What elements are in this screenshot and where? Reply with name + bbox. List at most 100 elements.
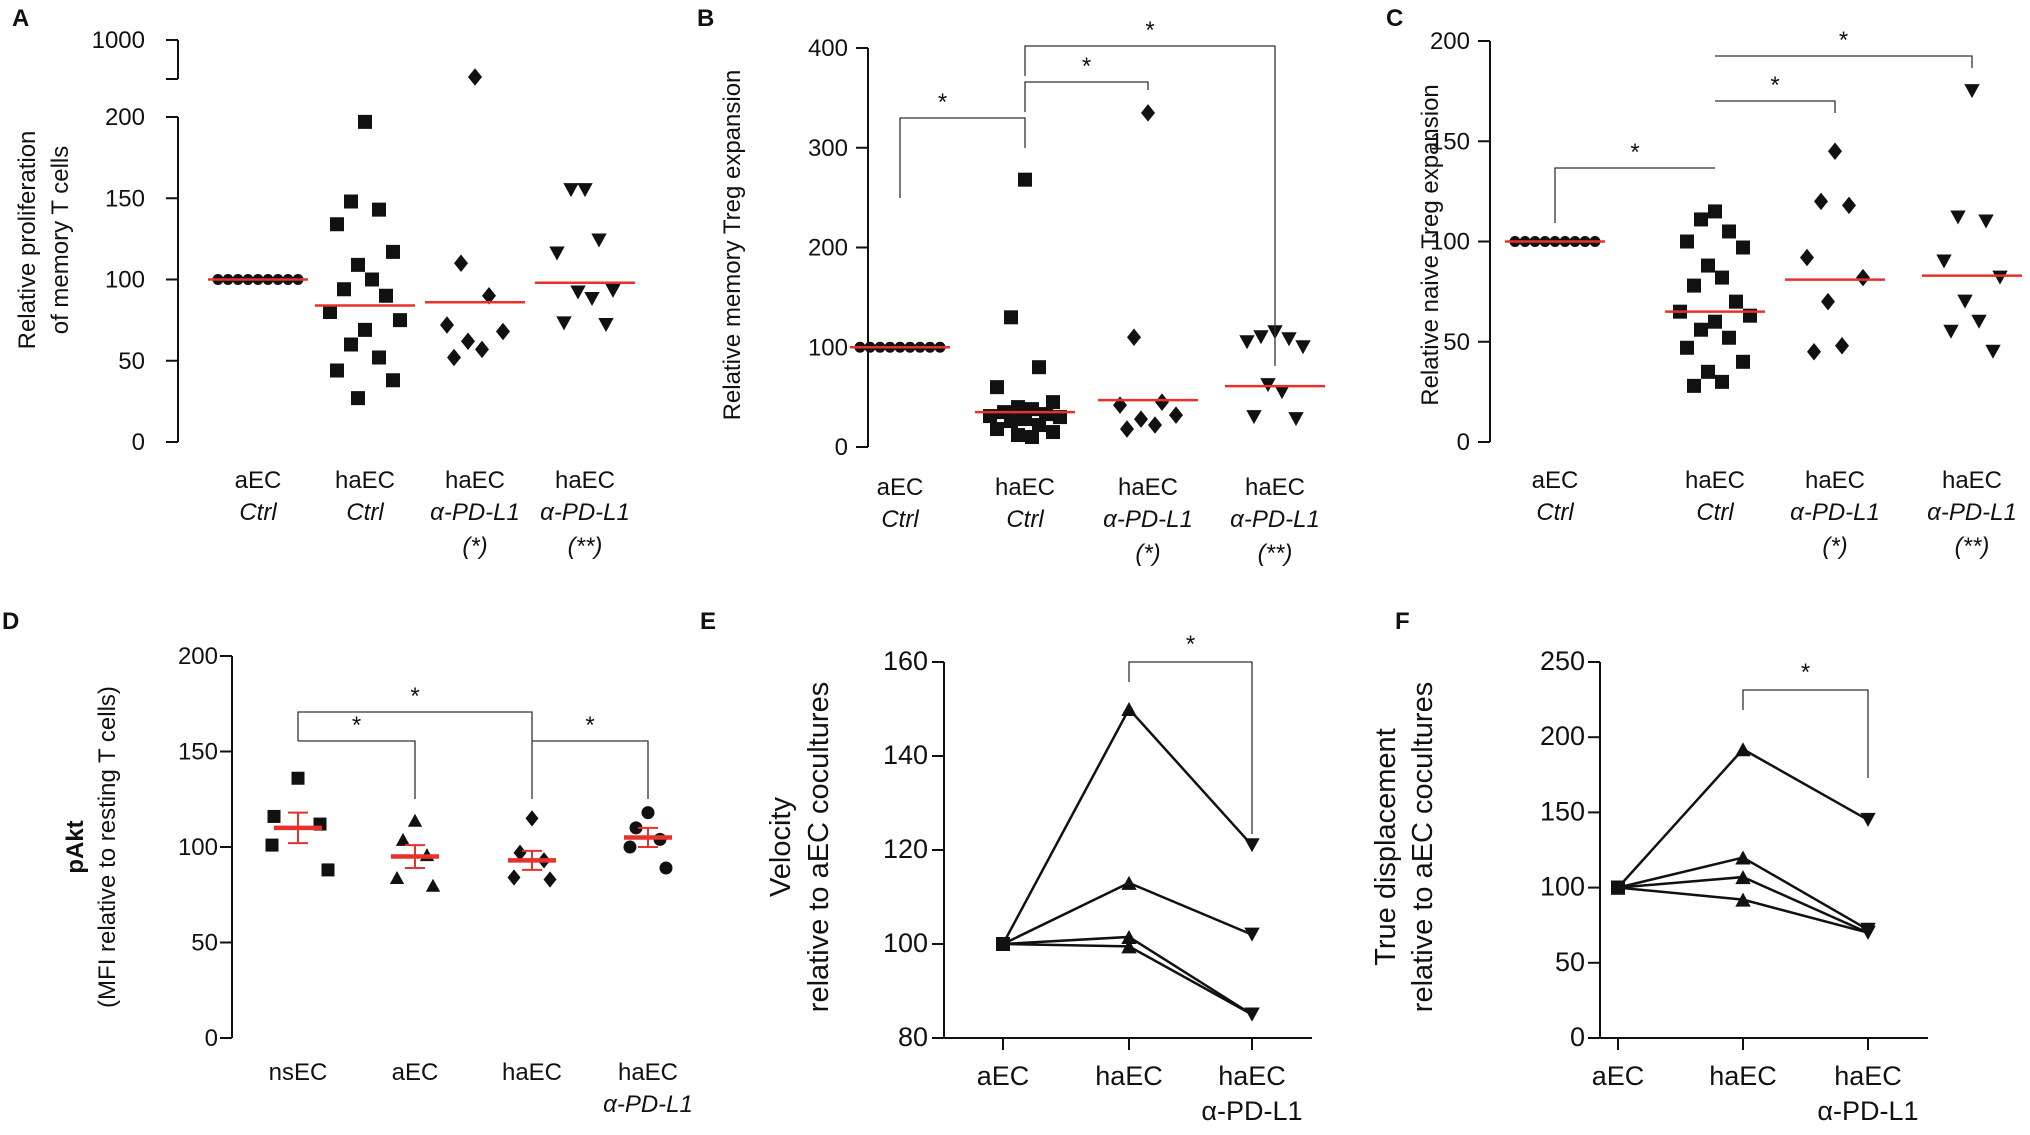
x-tick-label-B: haEC [1118,474,1178,501]
significance-star-C: * [1770,72,1779,99]
data-point-B [1246,410,1262,425]
data-point-F [1735,742,1751,757]
data-point-C [1936,254,1952,269]
data-point-A [330,217,344,232]
data-point-C [1835,337,1849,355]
data-point-C [1687,278,1701,293]
data-point-D [623,840,637,854]
significance-star-C: * [1630,139,1639,166]
data-point-D [407,813,423,827]
significance-bracket-B [899,117,1026,198]
significance-bracket-D [531,740,649,799]
data-point-A [351,391,365,406]
x-tick-label-B: Ctrl [881,506,919,533]
data-point-B [1120,420,1134,438]
data-point-A [337,282,351,297]
panel-letter-F: F [1395,608,1410,635]
data-point-C [1957,294,1973,309]
data-point-C [1807,343,1821,361]
significance-bracket-E [1128,661,1253,834]
data-point-B [990,422,1004,437]
y-tick-label-A: 150 [105,185,145,212]
y-tick-label-D: 100 [178,834,218,861]
data-point-A [344,337,358,352]
data-point-B [1155,393,1169,411]
data-point-B [1032,418,1046,433]
y-axis-label-F: relative to aEC cocultures [1407,682,1439,1012]
significance-star-B: * [938,89,947,116]
data-point-C [1729,294,1743,309]
x-tick-label-C: Ctrl [1696,499,1734,526]
x-tick-label-B: α-PD-L1 [1103,506,1193,533]
y-axis-label-B: Relative memory Treg expansion [719,70,746,421]
data-point-A [549,246,565,261]
data-point-C [1828,142,1842,161]
x-tick-label-D: aEC [392,1059,439,1086]
y-tick-label-B: 300 [808,135,848,162]
data-point-A [386,373,400,388]
significance-star-D: * [585,712,594,739]
data-point-A [454,254,468,272]
data-point-A [358,322,372,337]
x-tick-label-A: Ctrl [346,499,384,526]
data-point-C [1971,314,1987,329]
data-point-C [1814,192,1828,211]
x-tick-label-C: haEC [1805,467,1865,494]
data-point-A [482,287,496,305]
x-tick-label-B: haEC [1245,474,1305,501]
data-point-F [1611,880,1625,895]
x-tick-label-A: α-PD-L1 [430,499,520,526]
data-point-A [605,283,621,298]
data-point-B [1288,412,1304,427]
significance-bracket-D [298,740,416,799]
data-point-C [1842,196,1856,215]
data-point-B [1053,410,1067,425]
data-point-C [1708,314,1722,329]
data-point-D [291,771,305,785]
y-tick-label-D: 150 [178,739,218,766]
data-point-C [1964,84,1980,99]
data-point-B [1004,310,1018,325]
y-tick-label-C: 150 [1430,128,1470,155]
data-point-A [447,348,461,367]
x-tick-label-E: aEC [977,1061,1030,1091]
y-tick-label-A: 1000 [92,27,145,54]
data-point-C [1800,248,1814,267]
data-point-B [1046,425,1060,440]
data-point-B [1148,416,1162,434]
y-tick-label-B: 100 [808,334,848,361]
significance-star-E: * [1186,631,1195,658]
data-point-D [425,878,441,892]
data-point-A [570,285,586,300]
panel-letter-A: A [12,5,29,32]
data-point-C [1694,322,1708,337]
data-point-B [1011,400,1025,415]
y-tick-label-E: 140 [883,740,928,770]
x-tick-label-A: aEC [235,467,282,494]
x-tick-label-C: α-PD-L1 [1790,499,1880,526]
data-point-B [1039,407,1053,422]
x-tick-label-D: α-PD-L1 [603,1091,693,1118]
data-point-C [1943,324,1959,339]
y-tick-label-D: 0 [205,1025,218,1052]
y-tick-label-E: 120 [883,834,928,864]
x-tick-label-A: (*) [462,533,487,560]
data-point-A [461,332,475,350]
x-tick-label-C: haEC [1942,467,2002,494]
data-point-B [1253,330,1269,345]
y-tick-label-D: 50 [191,930,218,957]
x-tick-label-D: nsEC [269,1059,328,1086]
data-point-A [351,257,365,272]
data-point-C [1856,268,1870,287]
significance-bracket-C [1715,55,1973,68]
x-tick-label-B: aEC [877,474,924,501]
data-point-A [379,288,393,303]
data-point-F [1860,925,1876,940]
data-point-C [1978,214,1994,229]
data-point-D [389,871,405,885]
y-axis-label-A: Relative proliferation [14,131,41,350]
y-axis-label-E: relative to aEC cocultures [803,682,835,1012]
significance-star-F: * [1801,659,1810,686]
data-point-B [1295,340,1311,355]
x-tick-label-F: aEC [1592,1061,1645,1091]
